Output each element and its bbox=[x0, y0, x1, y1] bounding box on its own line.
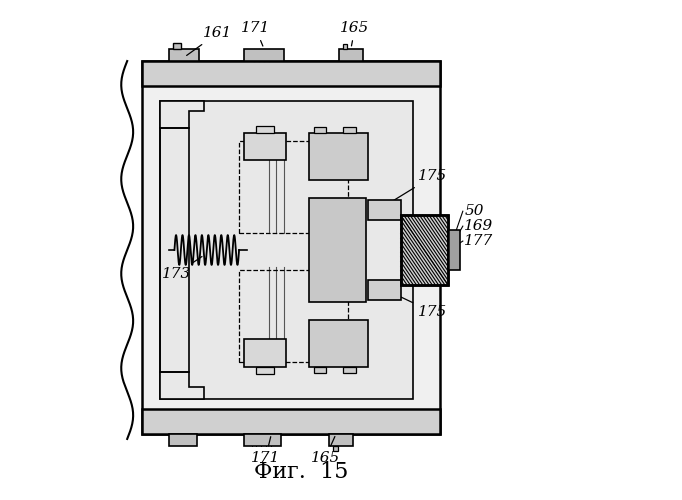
Bar bbox=[368, 280, 400, 299]
Bar bbox=[448, 230, 460, 270]
Bar bbox=[400, 215, 448, 285]
Bar bbox=[309, 320, 368, 367]
Bar bbox=[400, 215, 448, 285]
Bar bbox=[344, 127, 356, 133]
Text: Фиг.  15: Фиг. 15 bbox=[254, 460, 349, 482]
Text: 173: 173 bbox=[162, 256, 202, 281]
Bar bbox=[344, 44, 347, 49]
Bar bbox=[344, 367, 356, 373]
Bar bbox=[256, 367, 274, 374]
Text: 161: 161 bbox=[187, 26, 233, 56]
Bar bbox=[333, 446, 338, 452]
Text: 175: 175 bbox=[388, 291, 447, 319]
Bar bbox=[314, 367, 326, 373]
Text: 171: 171 bbox=[251, 436, 280, 466]
Bar bbox=[160, 101, 413, 399]
Bar bbox=[314, 127, 326, 133]
Bar bbox=[338, 48, 364, 61]
Text: 175: 175 bbox=[388, 170, 447, 204]
Bar bbox=[244, 133, 286, 160]
Bar bbox=[329, 434, 353, 446]
Bar bbox=[239, 270, 349, 362]
Bar bbox=[142, 61, 441, 434]
Bar bbox=[244, 434, 282, 446]
Bar bbox=[239, 140, 349, 232]
Bar bbox=[169, 48, 199, 61]
Text: 171: 171 bbox=[241, 21, 270, 46]
Bar bbox=[309, 198, 366, 302]
Bar bbox=[160, 128, 190, 372]
Text: 50: 50 bbox=[464, 204, 484, 218]
Bar bbox=[368, 200, 400, 220]
Bar bbox=[142, 61, 441, 86]
Text: 177: 177 bbox=[464, 234, 494, 248]
Bar bbox=[244, 48, 284, 61]
Polygon shape bbox=[160, 372, 205, 399]
Bar bbox=[173, 42, 181, 48]
Text: 165: 165 bbox=[310, 436, 340, 466]
Bar bbox=[142, 409, 441, 434]
Bar bbox=[309, 133, 368, 180]
Bar bbox=[256, 126, 274, 133]
Bar bbox=[169, 434, 197, 446]
Polygon shape bbox=[160, 101, 205, 128]
Text: 169: 169 bbox=[464, 219, 494, 233]
Text: 165: 165 bbox=[340, 21, 370, 46]
Bar bbox=[244, 340, 286, 367]
